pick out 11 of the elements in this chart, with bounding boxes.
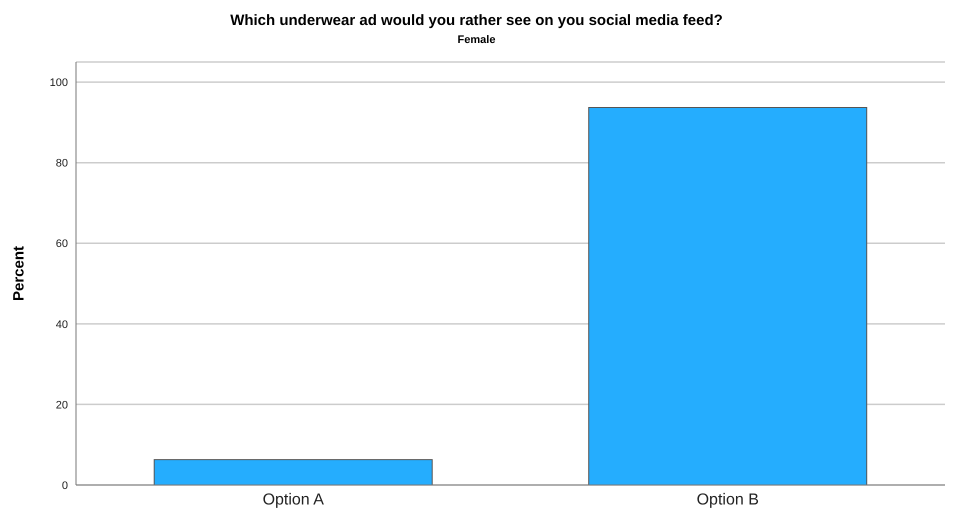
y-axis-title: Percent [10,246,28,302]
y-tick-label: 0 [62,480,68,492]
y-tick-label: 60 [56,238,68,250]
chart-title: Which underwear ad would you rather see on you social media feed? [229,11,724,31]
x-tick-label: Option A [262,491,324,508]
chart-subtitle: Female [456,34,496,48]
y-tick-label: 100 [50,77,68,90]
y-tick-label: 80 [56,158,68,170]
y-tick-label: 40 [56,318,68,331]
x-tick-label: Option B [696,491,759,508]
y-tick-label: 20 [56,399,68,412]
